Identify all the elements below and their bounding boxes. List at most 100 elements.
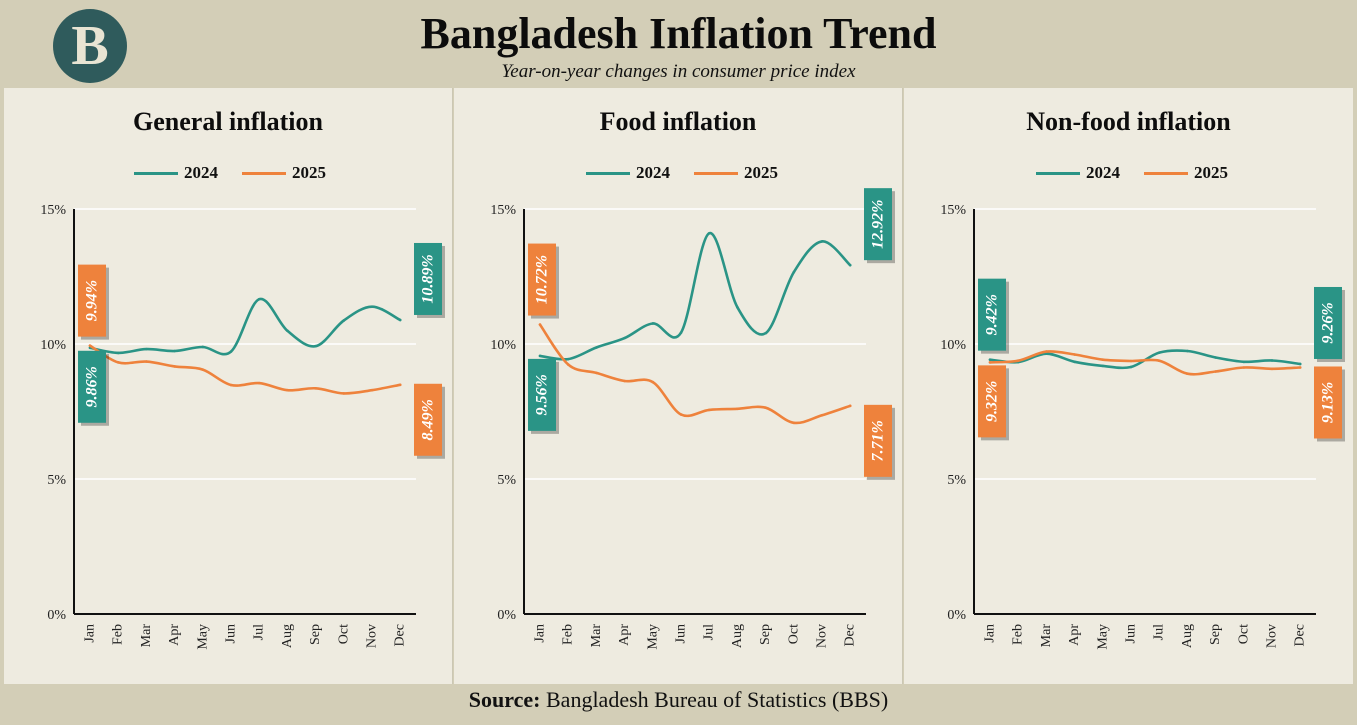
series-line-2024 — [88, 297, 402, 356]
x-tick-label: Jul — [702, 624, 717, 640]
data-point-2024 — [1129, 365, 1133, 369]
y-tick-label: 10% — [940, 338, 966, 353]
x-tick-label: Jul — [1152, 624, 1167, 640]
x-tick-label: Nov — [815, 624, 830, 648]
series-line-2025 — [538, 323, 852, 425]
x-tick-label: Jan — [983, 624, 998, 643]
data-point-2025 — [88, 344, 92, 347]
data-point-2025 — [623, 379, 626, 383]
legend-label-2024: 2024 — [184, 163, 218, 182]
data-point-2024 — [1214, 356, 1217, 359]
y-tick-label: 10% — [40, 338, 66, 353]
data-point-2024 — [1186, 349, 1189, 353]
legend-label-2025: 2025 — [744, 163, 778, 182]
y-tick-label: 5% — [947, 473, 966, 488]
source-text: Bangladesh Bureau of Statistics (BBS) — [546, 687, 889, 712]
data-point-2024 — [623, 336, 626, 340]
data-point-2024 — [257, 297, 261, 301]
x-tick-label: Mar — [139, 624, 154, 648]
end-value-label-2024: 12.92% — [864, 188, 895, 264]
data-point-2025 — [145, 360, 148, 363]
x-tick-label: Oct — [336, 624, 351, 644]
data-point-2025 — [707, 408, 711, 412]
data-point-2025 — [736, 407, 739, 411]
start-value-label-2024: 9.42% — [978, 278, 1009, 354]
data-point-2024 — [201, 345, 205, 349]
value-label-box — [78, 350, 106, 423]
panel-food-inflation: Food inflation 2024 2025 0% 5% 10% 15% Jan Fe… — [454, 88, 903, 684]
plot-area: 0% 5% 10% 15% Jan Feb Mar Apr May Jun Jul Aug Sep Oct… — [940, 203, 1345, 650]
x-tick-label: Nov — [365, 624, 380, 648]
data-point-2025 — [595, 371, 598, 375]
data-point-2025 — [679, 413, 683, 416]
x-tick-label: Aug — [1180, 624, 1195, 648]
end-value-label-2025: 7.71% — [864, 404, 895, 480]
data-point-2024 — [820, 240, 824, 243]
legend-label-2025: 2025 — [1194, 163, 1228, 182]
data-point-2025 — [257, 381, 261, 385]
panel-non-food-inflation: Non-food inflation 2024 2025 0% 5% 10% 15% J… — [904, 88, 1353, 684]
data-point-2024 — [1242, 360, 1246, 364]
x-tick-label: Oct — [786, 624, 801, 644]
plot-area: 0% 5% 10% 15% Jan Feb Mar Apr May Jun Jul Aug Sep Oct… — [40, 203, 445, 650]
data-point-2025 — [848, 404, 852, 408]
series-line-2025 — [88, 344, 402, 395]
data-point-2025 — [229, 383, 233, 387]
chart-title: Food inflation — [599, 107, 757, 136]
x-tick-label: Jun — [1124, 624, 1139, 643]
data-point-2024 — [286, 329, 289, 333]
value-label-text: 9.94% — [84, 280, 101, 321]
value-label-text: 7.71% — [870, 420, 887, 461]
chart-title: General inflation — [133, 107, 323, 136]
data-point-2025 — [1045, 350, 1048, 353]
data-point-2024 — [538, 354, 542, 358]
data-point-2025 — [342, 392, 346, 395]
y-tick-label: 5% — [47, 473, 66, 488]
x-tick-label: Apr — [1067, 624, 1082, 646]
start-value-label-2025: 9.32% — [978, 365, 1009, 441]
legend-label-2024: 2024 — [636, 163, 670, 182]
end-value-label-2025: 8.49% — [414, 383, 445, 459]
data-point-2025 — [286, 388, 289, 392]
data-point-2025 — [1101, 358, 1105, 361]
data-point-2025 — [1073, 353, 1076, 356]
value-label-box — [78, 264, 106, 337]
plot-area: 0% 5% 10% 15% Jan Feb Mar Apr May Jun Jul Aug Sep Oct… — [490, 188, 895, 650]
value-label-text: 10.72% — [534, 255, 551, 304]
chart-title: Non-food inflation — [1026, 107, 1231, 136]
value-label-box — [978, 278, 1006, 351]
value-label-box — [1314, 366, 1342, 439]
y-tick-label: 15% — [40, 203, 66, 218]
data-point-2025 — [651, 380, 655, 384]
end-value-label-2024: 10.89% — [414, 242, 445, 318]
value-label-box — [528, 358, 556, 431]
data-point-2025 — [1129, 359, 1133, 363]
x-tick-label: Apr — [167, 624, 182, 646]
value-label-text: 9.13% — [1320, 382, 1337, 423]
data-point-2025 — [1214, 370, 1217, 373]
series-line-2025 — [988, 350, 1302, 376]
value-label-text: 8.49% — [420, 399, 437, 440]
legend: 2024 2025 — [4, 162, 452, 184]
start-value-label-2025: 10.72% — [528, 243, 559, 319]
x-tick-label: Aug — [730, 624, 745, 648]
data-point-2024 — [370, 305, 374, 309]
bs-logo: B — [53, 9, 127, 83]
x-tick-label: Mar — [589, 624, 604, 648]
data-point-2025 — [538, 323, 542, 326]
value-label-box — [978, 365, 1006, 438]
data-point-2025 — [1016, 359, 1020, 363]
data-point-2025 — [1298, 366, 1302, 369]
x-tick-label: Sep — [1208, 624, 1223, 645]
series-line-2024 — [538, 232, 852, 361]
y-tick-label: 10% — [490, 338, 516, 353]
chart-panels: General inflation 2024 2025 0% 5% 10% 15% Ja… — [4, 88, 1353, 684]
source-footer: Source: Bangladesh Bureau of Statistics … — [0, 684, 1357, 725]
x-tick-label: Jan — [83, 624, 98, 643]
x-tick-label: May — [195, 624, 210, 650]
legend: 2024 2025 — [454, 162, 902, 184]
value-label-text: 10.89% — [420, 254, 437, 303]
data-point-2024 — [707, 232, 711, 235]
x-tick-label: May — [645, 624, 660, 650]
